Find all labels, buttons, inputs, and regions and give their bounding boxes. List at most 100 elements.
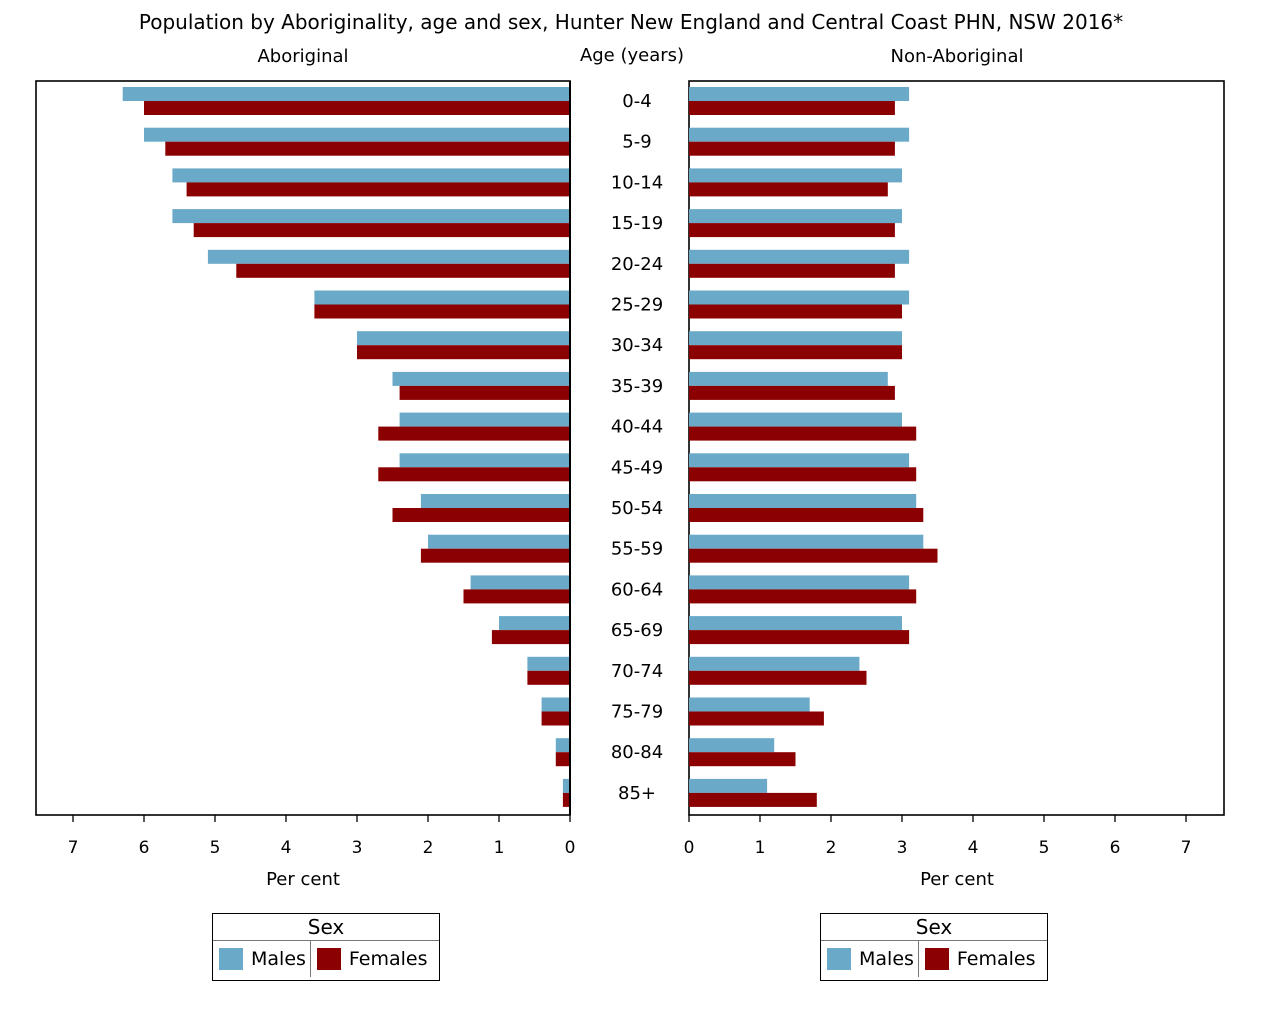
age-group-label: 40-44: [611, 417, 663, 438]
age-group-label: 85+: [618, 783, 656, 804]
non-aboriginal-males-bar: [689, 534, 924, 549]
aboriginal-males-bar: [399, 453, 570, 468]
non-aboriginal-males-bar: [689, 778, 768, 793]
females-swatch: [316, 948, 341, 970]
age-group-label: 55-59: [611, 539, 663, 560]
aboriginal-males-bar: [122, 87, 570, 101]
x-tick-label: 5: [210, 838, 221, 858]
x-tick-label: 7: [68, 838, 79, 858]
non-aboriginal-females-bar: [689, 630, 910, 645]
bars-layer: [122, 81, 938, 815]
x-tick-label: 2: [423, 838, 434, 858]
age-group-label: 0-4: [622, 91, 651, 112]
legend-title: Sex: [821, 914, 1047, 941]
aboriginal-males-bar: [314, 290, 570, 305]
aboriginal-males-bar: [555, 738, 570, 753]
aboriginal-females-bar: [357, 345, 570, 360]
females-swatch: [924, 948, 949, 970]
non-aboriginal-females-bar: [689, 752, 796, 767]
x-tick-label: 0: [565, 838, 576, 858]
age-group-label: 60-64: [611, 579, 663, 600]
non-aboriginal-females-bar: [689, 548, 938, 563]
non-aboriginal-females-bar: [689, 711, 824, 726]
aboriginal-females-bar: [236, 263, 571, 278]
left-x-axis-label: Per cent: [266, 869, 340, 890]
aboriginal-males-bar: [499, 616, 570, 631]
aboriginal-males-bar: [207, 249, 570, 264]
legend-title: Sex: [213, 914, 439, 941]
non-aboriginal-females-bar: [689, 345, 902, 360]
legend-item-males: Males: [821, 941, 918, 977]
non-aboriginal-females-bar: [689, 467, 917, 482]
non-aboriginal-females-bar: [689, 182, 888, 197]
age-group-label: 65-69: [611, 620, 663, 641]
aboriginal-males-bar: [172, 209, 570, 224]
x-tick-label: 5: [1039, 838, 1050, 858]
aboriginal-males-bar: [470, 575, 570, 590]
age-group-label: 45-49: [611, 457, 663, 478]
aboriginal-males-bar: [172, 168, 570, 183]
non-aboriginal-females-bar: [689, 304, 902, 319]
aboriginal-females-bar: [491, 630, 570, 645]
legend-label-males: Males: [859, 948, 914, 970]
age-group-label: 50-54: [611, 498, 663, 519]
non-aboriginal-males-bar: [689, 168, 902, 183]
right-x-axis-label: Per cent: [920, 869, 994, 890]
non-aboriginal-females-bar: [689, 792, 817, 807]
non-aboriginal-males-bar: [689, 494, 917, 508]
age-group-label: 30-34: [611, 335, 663, 356]
aboriginal-males-bar: [144, 127, 570, 142]
x-tick-label: 0: [684, 838, 695, 858]
non-aboriginal-males-bar: [689, 453, 910, 468]
legend-label-males: Males: [251, 948, 306, 970]
aboriginal-males-bar: [541, 697, 570, 712]
legend-label-females: Females: [956, 948, 1036, 970]
age-group-label: 25-29: [611, 295, 663, 316]
chart-title: Population by Aboriginality, age and sex…: [139, 10, 1123, 34]
left-legend: Sex Males Females: [212, 913, 440, 981]
non-aboriginal-females-bar: [689, 263, 895, 278]
age-axis-label: Age (years): [580, 45, 684, 66]
aboriginal-females-bar: [193, 223, 570, 238]
non-aboriginal-males-bar: [689, 575, 910, 590]
non-aboriginal-females-bar: [689, 385, 895, 400]
non-aboriginal-males-bar: [689, 697, 810, 712]
aboriginal-females-bar: [562, 792, 570, 807]
aboriginal-females-bar: [399, 385, 570, 400]
aboriginal-females-bar: [420, 548, 570, 563]
x-tick-label: 4: [968, 838, 979, 858]
aboriginal-males-bar: [399, 412, 570, 427]
x-tick-label: 3: [897, 838, 908, 858]
non-aboriginal-males-bar: [689, 331, 902, 346]
ticks-layer: 7 6 5 4 3 2 1 0 0 1 2 3 4 5 6 7: [68, 815, 1191, 858]
aboriginal-males-bar: [420, 494, 570, 508]
aboriginal-females-bar: [541, 711, 570, 726]
age-group-label: 75-79: [611, 702, 663, 723]
age-group-label: 10-14: [611, 172, 663, 193]
right-panel-title: Non-Aboriginal: [890, 46, 1023, 67]
aboriginal-females-bar: [314, 304, 570, 319]
aboriginal-males-bar: [562, 778, 570, 793]
aboriginal-females-bar: [144, 101, 570, 115]
age-group-label: 80-84: [611, 742, 663, 763]
non-aboriginal-females-bar: [689, 670, 867, 685]
age-labels: 0-4 5-9 10-14 15-19 20-24 25-29 30-34 35-39 40-4…: [611, 91, 663, 804]
right-plot-frame: [688, 80, 1225, 816]
left-panel-title: Aboriginal: [257, 46, 348, 67]
legend-label-females: Females: [348, 948, 428, 970]
legend-item-females: Females: [917, 941, 1040, 977]
age-group-label: 15-19: [611, 213, 663, 234]
age-group-label: 20-24: [611, 254, 663, 275]
non-aboriginal-females-bar: [689, 223, 895, 238]
non-aboriginal-males-bar: [689, 371, 888, 386]
aboriginal-males-bar: [357, 331, 570, 346]
non-aboriginal-males-bar: [689, 412, 902, 427]
age-group-label: 70-74: [611, 661, 663, 682]
non-aboriginal-males-bar: [689, 290, 910, 305]
non-aboriginal-females-bar: [689, 589, 917, 604]
legend-item-males: Males: [213, 941, 310, 977]
non-aboriginal-males-bar: [689, 87, 910, 101]
non-aboriginal-males-bar: [689, 249, 910, 264]
aboriginal-females-bar: [165, 141, 571, 156]
